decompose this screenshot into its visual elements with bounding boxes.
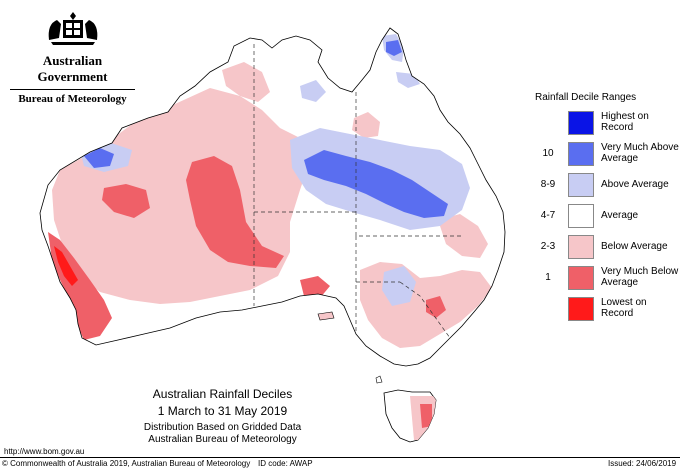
id-code: ID code: AWAP xyxy=(258,459,313,468)
tasmania-deciles xyxy=(410,396,436,440)
legend-item: Highest on Record xyxy=(535,111,675,135)
very-much-below-average-central xyxy=(186,156,284,268)
legend-item: 10 Very Much Above Average xyxy=(535,142,679,166)
very-much-below-average-pilbara xyxy=(102,184,150,218)
legend-title: Rainfall Decile Ranges xyxy=(535,92,637,103)
legend-item: 8-9 Above Average xyxy=(535,173,675,197)
legend-label: Below Average xyxy=(601,241,668,252)
decile-regions xyxy=(48,34,492,348)
king-island xyxy=(375,375,383,384)
website-link[interactable]: http://www.bom.gov.au xyxy=(4,447,85,456)
legend-item: 1 Very Much Below Average xyxy=(535,266,678,290)
legend-swatch xyxy=(568,142,594,166)
legend-swatch xyxy=(568,297,594,321)
legend-label: Above Average xyxy=(601,179,669,190)
legend-item: 4-7 Average xyxy=(535,204,675,228)
very-much-above-average-qld xyxy=(304,150,448,218)
state-boundaries xyxy=(253,44,464,339)
map-period: 1 March to 31 May 2019 xyxy=(157,404,288,418)
below-average-queensland xyxy=(438,214,488,258)
legend-label: Very Much Below Average xyxy=(601,266,679,288)
map-title: Australian Rainfall Deciles xyxy=(152,387,293,401)
legend-range: 1 xyxy=(545,272,551,283)
above-average-top-end xyxy=(300,80,326,102)
legend-swatch xyxy=(568,204,594,228)
below-average-west xyxy=(52,88,310,304)
legend-range: 2-3 xyxy=(540,241,556,252)
above-average-nsw xyxy=(382,266,416,306)
map-source: Australian Bureau of Meteorology xyxy=(148,434,297,445)
legend-swatch xyxy=(568,173,594,197)
copyright-text: © Commonwealth of Australia 2019, Austra… xyxy=(2,459,251,468)
legend-item: Lowest on Record xyxy=(535,297,675,321)
below-average-gulf xyxy=(352,112,380,138)
legend-swatch xyxy=(568,266,594,290)
very-much-above-average-kimberley xyxy=(84,148,114,168)
government-label: Australian Government xyxy=(37,53,108,84)
very-much-above-average-cape xyxy=(386,40,402,56)
very-much-below-average-sa xyxy=(300,276,330,298)
legend-swatch xyxy=(568,111,594,135)
coastline xyxy=(39,27,506,367)
very-much-below-average-gippsland xyxy=(426,296,446,318)
map-title-block: Australian Rainfall Deciles 1 March to 3… xyxy=(120,387,325,445)
legend-label: Average xyxy=(601,210,639,221)
government-logo: Australian Government Bureau of Meteorol… xyxy=(10,10,135,105)
legend-label: Very Much Above Average xyxy=(601,142,679,164)
issued-date: Issued: 24/06/2019 xyxy=(608,459,677,468)
legend-label: Highest on Record xyxy=(601,111,649,133)
lowest-on-record-swwa xyxy=(54,246,78,286)
legend-range: 4-7 xyxy=(540,210,556,221)
map-method: Distribution Based on Gridded Data xyxy=(143,422,302,433)
legend-range: 10 xyxy=(542,148,554,159)
bureau-label: Bureau of Meteorology xyxy=(10,89,135,105)
legend-swatch xyxy=(568,235,594,259)
legend: Rainfall Decile Ranges Highest on Record… xyxy=(535,92,679,328)
legend-range: 8-9 xyxy=(540,179,556,190)
footer: © Commonwealth of Australia 2019, Austra… xyxy=(0,457,680,468)
coat-of-arms-icon xyxy=(48,12,97,45)
legend-item: 2-3 Below Average xyxy=(535,235,675,259)
legend-label: Lowest on Record xyxy=(601,297,647,319)
kangaroo-island xyxy=(317,311,335,321)
below-average-north xyxy=(222,62,270,102)
